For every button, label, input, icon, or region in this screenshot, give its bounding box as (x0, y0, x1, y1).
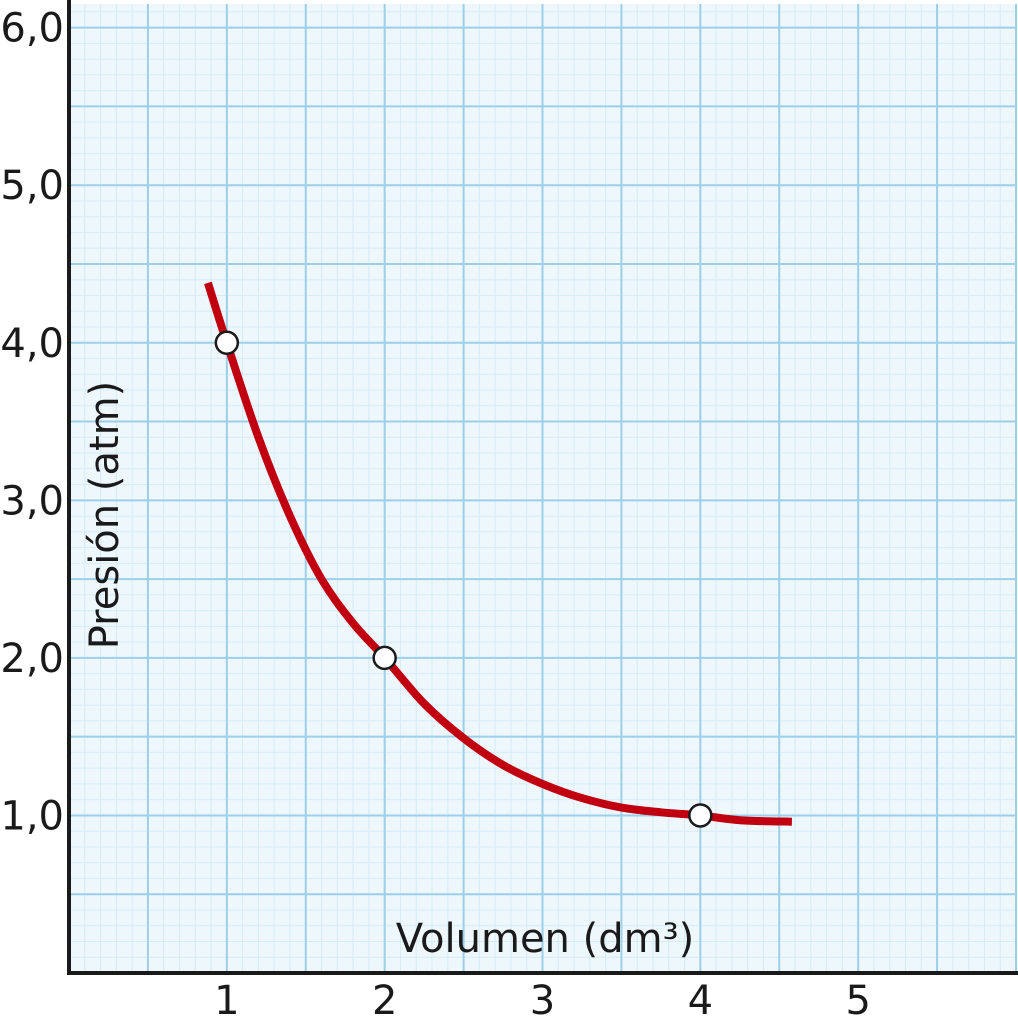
y-tick-label: 6,0 (0, 6, 64, 52)
y-tick-label: 1,0 (0, 793, 64, 839)
x-axis-title: Volumen (dm³) (396, 916, 694, 962)
y-tick-labels: 1,0 2,0 3,0 4,0 5,0 6,0 (0, 6, 64, 840)
data-point (688, 803, 713, 828)
x-tick-label: 4 (688, 978, 713, 1024)
y-axis-title: Presión (atm) (82, 381, 128, 649)
data-points (214, 330, 713, 828)
x-tick-label: 5 (845, 978, 870, 1024)
x-tick-label: 3 (530, 978, 555, 1024)
y-tick-label: 2,0 (0, 636, 64, 682)
y-tick-label: 3,0 (0, 478, 64, 524)
major-grid (69, 4, 1017, 973)
x-tick-labels: 1 2 3 4 5 (214, 978, 871, 1024)
y-tick-label: 5,0 (0, 163, 64, 209)
data-point (214, 330, 240, 356)
series-curve (204, 281, 792, 826)
x-tick-label: 2 (372, 978, 397, 1024)
data-point (372, 645, 397, 671)
x-tick-label: 1 (214, 978, 239, 1024)
y-tick-label: 4,0 (0, 321, 64, 367)
